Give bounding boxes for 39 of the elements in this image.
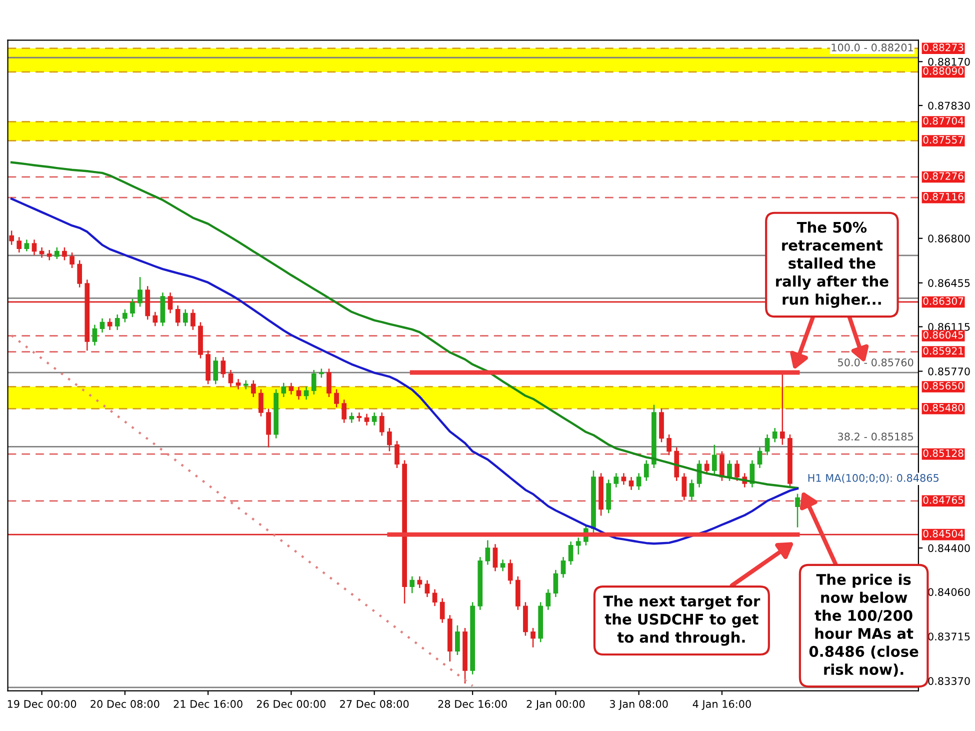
y-tick-label: 0.86800 [928, 234, 970, 242]
y-tick-label: 0.84060 [928, 588, 970, 596]
ref-line-label: 0.84504 [923, 530, 964, 538]
x-tick-label: 2 Jan 00:00 [526, 700, 585, 710]
x-tick-label: 21 Dec 16:00 [174, 700, 242, 708]
text: The price is now below the 100/200 hour MAs at 0.8486 (close risk now). [809, 574, 918, 677]
ref-line-label: 0.85650 [923, 382, 964, 390]
y-tick-label: 0.85770 [928, 367, 970, 376]
ref-line-label: 0.88090 [923, 67, 964, 75]
annotation: The next target for the USDCHF to get to and through. [603, 595, 760, 646]
x-tick-label: 4 Jan 16:00 [692, 700, 751, 710]
annotation: 100.0 - 0.88201 [832, 44, 913, 52]
ref-line-label: 0.84765 [923, 496, 964, 504]
ref-line-label: 0.88273 [923, 44, 964, 52]
y-tick-label: 0.87830 [928, 102, 970, 110]
ref-line-label: 0.87116 [923, 192, 964, 200]
y-tick-label: 0.86455 [928, 279, 970, 287]
y-tick-label: 0.84400 [928, 544, 970, 552]
ref-line-label: 0.87276 [923, 172, 964, 180]
annotation: The 50% retracement stalled the rally after the run higher... [776, 222, 888, 308]
ref-line-label: 0.85480 [923, 404, 964, 412]
y-tick-label: 0.88170 [928, 58, 970, 66]
x-tick-label: 26 Dec 00:00 [256, 700, 326, 708]
annotation: 38.2 - 0.85185 [838, 432, 913, 441]
ref-line-label: 0.85128 [923, 449, 964, 457]
ref-line-label: 0.86307 [923, 297, 964, 305]
annotation: 50.0 - 0.85760 [838, 358, 914, 366]
y-tick-label: 0.83370 [928, 677, 970, 685]
text: H1 MA(100;0;0): 0.84865 [808, 474, 939, 484]
ref-line-label: 0.87704 [923, 117, 964, 125]
x-tick-label: 19 Dec 00:00 [8, 700, 76, 708]
x-tick-label: 20 Dec 08:00 [90, 700, 160, 708]
ref-line-label: 0.86045 [923, 331, 964, 339]
y-tick-label: 0.83715 [928, 632, 970, 640]
x-tick-label: 3 Jan 08:00 [610, 700, 668, 710]
x-tick-label: 27 Dec 08:00 [340, 700, 409, 708]
ref-line-label: 0.85921 [923, 347, 964, 355]
ref-line-label: 0.87557 [923, 136, 964, 144]
x-tick-label: 28 Dec 16:00 [438, 700, 507, 708]
